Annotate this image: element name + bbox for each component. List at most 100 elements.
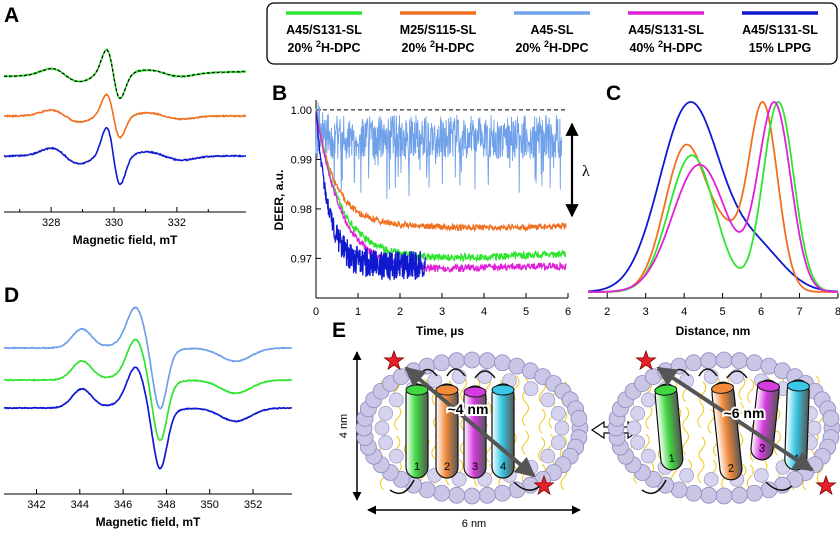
- headgroup-sphere: [570, 409, 588, 427]
- headgroup-sphere: [463, 487, 481, 505]
- lipid-tail: [394, 405, 402, 431]
- legend-sublabel-prefix: 20%: [401, 41, 430, 55]
- helix-cap: [463, 386, 487, 398]
- distance-label-halo: ~6 nm: [724, 405, 765, 421]
- legend-label-5: A45/S131-SL: [742, 23, 818, 37]
- headgroup-sphere: [679, 467, 694, 483]
- helix-4: 4: [491, 383, 515, 479]
- panel-a-series-darkblue: [3, 126, 246, 186]
- headgroup-sphere: [703, 369, 719, 384]
- panel-d-chart: Magnetic field, mT 342 344 346 348 350 352: [3, 306, 293, 529]
- panel-b-series-magenta: [315, 110, 567, 273]
- lipid-tail: [521, 430, 529, 455]
- panel-c-x-tick-label: 5: [720, 306, 726, 318]
- helix-number-3: 3: [758, 443, 765, 456]
- legend-sublabel-prefix: 20%: [515, 41, 544, 55]
- panel-c-series-orange: [588, 101, 838, 293]
- legend-sublabel-2: 20% 2H-DPC: [401, 39, 474, 55]
- legend-sublabel-suffix: H-DPC: [663, 41, 703, 55]
- panel-d-x-label: Magnetic field, mT: [96, 515, 201, 529]
- panel-b-chart: Time, µs DEER, a.u. 0 1 2 3 4 5 6 1.00 0.99 0.98 0…: [272, 100, 590, 338]
- headgroup-sphere: [494, 354, 511, 372]
- distance-label: ~4 nm: [448, 401, 489, 417]
- headgroup-sphere: [700, 352, 718, 370]
- lipid-tail: [699, 381, 707, 406]
- headgroup-sphere: [478, 352, 496, 370]
- helix-number-3: 3: [472, 461, 478, 473]
- panel-d-series-green: [3, 338, 293, 441]
- legend-sublabel-superscript: 2: [544, 39, 549, 49]
- headgroup-sphere: [523, 381, 539, 397]
- headgroup-sphere: [378, 405, 393, 421]
- headgroup-sphere: [463, 351, 481, 369]
- panel-label-c: C: [606, 82, 621, 105]
- spin-label-star-icon: [383, 349, 405, 371]
- panel-d-x-tick-label: 352: [244, 499, 262, 511]
- terminal-tails: [641, 479, 793, 495]
- legend-sublabel-3: 20% 2H-DPC: [515, 39, 588, 55]
- spin-label-star-icon: [815, 474, 837, 496]
- helix-number-2: 2: [727, 463, 734, 476]
- panel-label-d: D: [4, 284, 19, 307]
- legend-sublabel-prefix: 20%: [287, 41, 316, 55]
- headgroup-sphere: [433, 354, 450, 372]
- legend-sublabel-suffix: H-DPC: [321, 41, 361, 55]
- panel-b-x-tick-label: 0: [313, 306, 319, 318]
- distance-arrow: [656, 366, 814, 472]
- headgroup-sphere: [478, 486, 496, 504]
- headgroup-sphere: [551, 405, 566, 421]
- legend-label-2: M25/S115-SL: [400, 23, 477, 37]
- panel-b-lambda-label: λ: [582, 163, 590, 180]
- lipid-tail: [697, 458, 705, 484]
- panel-c-series-magenta: [588, 101, 838, 293]
- panel-a-x-label: Magnetic field, mT: [73, 233, 178, 247]
- headgroup-sphere: [685, 484, 702, 502]
- width-scale-label: 6 nm: [462, 518, 486, 530]
- helix-number-1: 1: [414, 461, 420, 473]
- headgroup-sphere: [806, 420, 822, 436]
- panel-d-x-tick-label: 350: [201, 499, 219, 511]
- panel-b-series-darkblue: [315, 112, 426, 281]
- panel-a-series-orange: [3, 92, 247, 140]
- panel-c-x-label: Distance, nm: [676, 324, 751, 338]
- headgroup-sphere: [685, 354, 702, 372]
- legend-sublabel-superscript: 2: [316, 39, 321, 49]
- panel-label-a: A: [4, 4, 19, 27]
- headgroup-sphere: [388, 392, 404, 408]
- lipid-tail: [697, 403, 705, 428]
- helix-number-1: 1: [668, 453, 675, 465]
- headgroup-sphere: [448, 352, 466, 370]
- helix-1: 1: [405, 383, 429, 479]
- headgroup-sphere: [626, 420, 642, 436]
- panel-b-y-tick-label: 0.99: [291, 154, 312, 166]
- headgroup-sphere: [715, 351, 733, 369]
- panel-b-series-orange: [315, 109, 567, 233]
- spin-label-star-icon: [533, 474, 555, 496]
- panel-d-x-tick-label: 348: [157, 499, 175, 511]
- panel-b-series-lightblue: [315, 102, 563, 199]
- panel-b-series-green: [315, 108, 567, 263]
- headgroup-sphere: [630, 435, 645, 451]
- panel-a-chart: Magnetic field, mT 328 330 332: [3, 47, 247, 247]
- legend-sublabel-prefix: 15% LPPG: [749, 41, 812, 55]
- panel-c-x-tick-label: 6: [758, 306, 764, 318]
- panel-b-x-tick-label: 3: [439, 306, 445, 318]
- helix-number-2: 2: [444, 461, 450, 473]
- legend-sublabel-superscript: 2: [658, 39, 663, 49]
- headgroup-sphere: [374, 420, 390, 436]
- panel-a-x-tick-label: 332: [168, 217, 186, 229]
- legend-sublabel-prefix: 40%: [629, 41, 658, 55]
- headgroup-sphere: [451, 369, 467, 384]
- distance-arrow: [404, 366, 536, 478]
- legend-label-4: A45/S131-SL: [628, 23, 704, 37]
- panel-b-x-tick-label: 1: [355, 306, 361, 318]
- headgroup-sphere: [640, 392, 656, 408]
- helix-1: 1: [654, 383, 684, 471]
- legend-sublabel-superscript: 2: [430, 39, 435, 49]
- panel-a-fit-dashed: [4, 49, 246, 100]
- legend-frame: [266, 2, 838, 65]
